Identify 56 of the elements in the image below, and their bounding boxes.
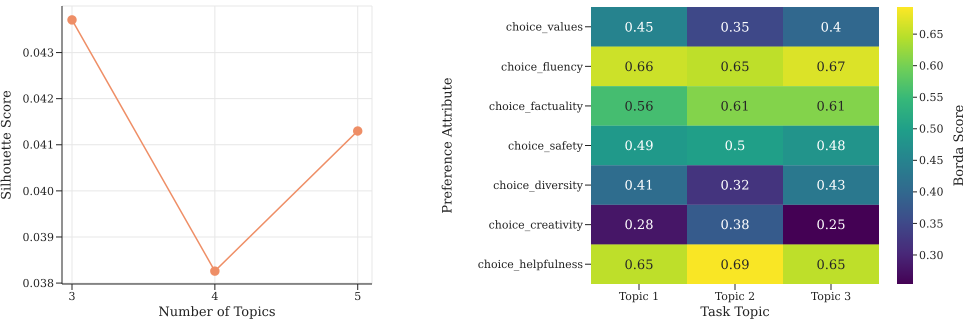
y-tick-label: choice_diversity (493, 178, 584, 192)
x-tick-label: Topic 1 (618, 290, 660, 303)
data-label: 0.66 (624, 60, 654, 75)
data-label: 0.65 (816, 258, 846, 273)
data-label: 0.48 (816, 139, 846, 154)
data-label: 0.56 (624, 99, 654, 114)
x-axis-title: Task Topic (700, 305, 770, 320)
data-label: 0.28 (624, 218, 654, 234)
point (67, 15, 77, 25)
data-label: 0.35 (720, 20, 750, 36)
data-label: 0.67 (816, 60, 846, 75)
y-tick-label: choice_values (506, 20, 584, 34)
y-tick-label: choice_helpfulness (478, 258, 584, 272)
y-tick-label: choice_factuality (488, 100, 584, 113)
data-label: 0.4 (820, 20, 842, 36)
y-axis-title: Preference Attribute (440, 77, 456, 214)
x-tick-label: 3 (68, 290, 76, 303)
y-tick-label: 0.042 (22, 92, 54, 106)
point (210, 266, 220, 276)
color-bar-label: 0.35 (919, 217, 944, 230)
x-tick-label: Topic 3 (810, 290, 852, 303)
color-bar-label: 0.60 (919, 60, 944, 73)
color-bar-label: 0.65 (919, 28, 944, 41)
data-label: 0.45 (624, 20, 654, 36)
data-label: 0.32 (720, 178, 750, 194)
x-tick-label: 4 (211, 290, 218, 303)
color-bar-title: Borda Score (952, 104, 963, 186)
point (352, 126, 362, 136)
color-bar-label: 0.40 (919, 186, 944, 199)
data-label: 0.38 (720, 218, 750, 234)
y-tick-label: 0.039 (22, 230, 54, 244)
color-bar-label: 0.55 (919, 91, 944, 104)
data-label: 0.65 (720, 60, 750, 75)
data-label: 0.65 (624, 258, 654, 273)
x-axis-title: Number of Topics (158, 305, 276, 320)
y-axis-title: Silhouette Score (0, 90, 15, 200)
data-label: 0.49 (624, 139, 654, 154)
y-tick-label: choice_safety (508, 139, 584, 152)
data-label: 0.61 (720, 99, 750, 114)
color-bar-label: 0.30 (919, 248, 944, 262)
y-tick-label: 0.041 (22, 138, 54, 152)
color-bar-label: 0.50 (919, 122, 944, 136)
data-label: 0.61 (816, 99, 846, 114)
data-label: 0.69 (720, 258, 750, 273)
x-tick-label: 5 (354, 290, 362, 303)
y-tick-label: choice_fluency (501, 60, 584, 74)
y-tick-label: 0.040 (22, 184, 54, 198)
y-tick-label: choice_creativity (488, 218, 584, 232)
y-tick-label: 0.038 (22, 276, 54, 290)
x-tick-label: Topic 2 (714, 290, 756, 303)
y-tick-label: 0.043 (22, 46, 54, 60)
data-label: 0.43 (816, 178, 846, 194)
data-label: 0.25 (816, 218, 846, 234)
color-bar-label: 0.45 (919, 154, 944, 168)
data-label: 0.5 (724, 139, 746, 154)
data-label: 0.41 (624, 178, 654, 194)
